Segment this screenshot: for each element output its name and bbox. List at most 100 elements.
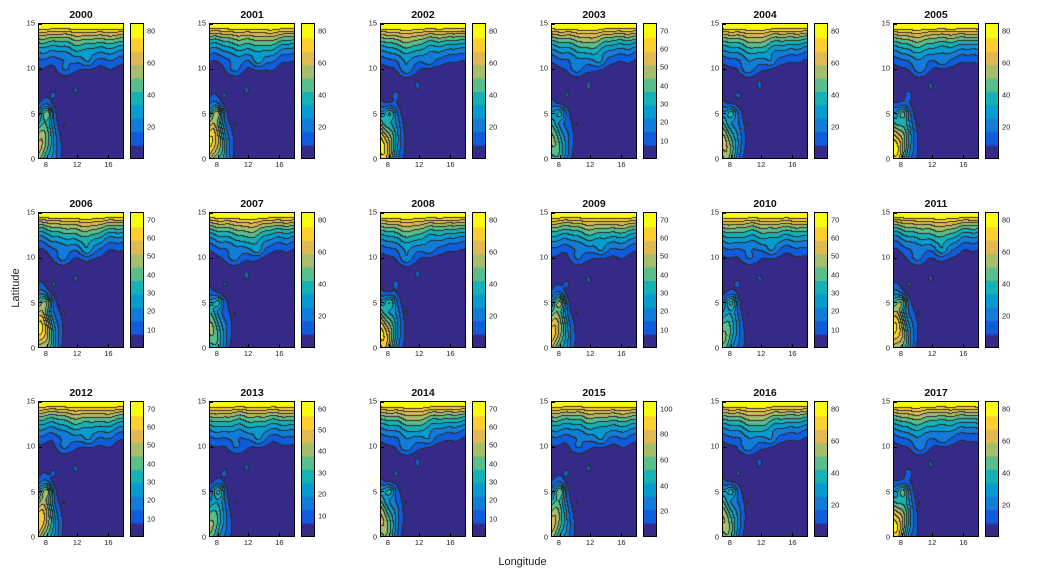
- colorbar-tick-label: 70: [660, 215, 669, 225]
- contour-map-2017: [893, 401, 979, 537]
- x-tick-mark: [419, 533, 421, 536]
- contour-map-2008: [380, 212, 466, 348]
- x-axis-tick-labels: 8 12 16: [209, 159, 295, 171]
- year-panel-2009: 2009 15 10 5 0 10 20 30 40 50 60 70 8 12 16: [535, 197, 705, 360]
- y-tick-mark: [39, 158, 42, 159]
- y-tick-mark: [552, 347, 555, 348]
- x-axis-tick-labels: 8 12 16: [380, 159, 466, 171]
- contour-canvas: [39, 213, 123, 347]
- x-tick-mark: [932, 155, 934, 158]
- colorbar-tick-label: 80: [489, 215, 498, 225]
- x-tick-mark: [278, 155, 280, 158]
- x-axis-tick-label: 12: [243, 538, 253, 547]
- y-tick-mark: [552, 24, 555, 25]
- x-axis-tick-label: 16: [104, 349, 113, 358]
- contour-map-2011: [893, 212, 979, 348]
- x-tick-mark: [388, 155, 390, 158]
- colorbar-tick-label: 20: [489, 122, 498, 132]
- panel-body: 15 10 5 0 10 20 30 40 50 60 70: [22, 397, 192, 542]
- y-axis-tick-label: 15: [710, 207, 719, 217]
- y-tick-mark: [381, 302, 384, 304]
- x-axis-tick-label: 16: [617, 160, 626, 169]
- y-axis-tick-label: 0: [543, 532, 548, 542]
- contour-canvas: [39, 402, 123, 536]
- contour-map-2001: [209, 23, 295, 159]
- y-tick-mark: [552, 213, 555, 214]
- y-axis-tick-label: 5: [714, 487, 719, 497]
- colorbar-tick-labels: 10 20 30 40 50 60: [317, 401, 341, 537]
- y-tick-mark: [39, 491, 42, 493]
- contour-canvas: [381, 213, 465, 347]
- x-axis-tick-label: 12: [927, 160, 937, 169]
- colorbar-tick-label: 80: [831, 404, 840, 414]
- y-axis-tick-labels: 15 10 5 0: [877, 397, 893, 542]
- y-tick-mark: [210, 536, 213, 537]
- colorbar-tick-label: 80: [1002, 215, 1011, 225]
- x-tick-mark: [248, 155, 250, 158]
- panel-title: 2007: [240, 198, 264, 210]
- contour-canvas: [723, 213, 807, 347]
- colorbar-canvas: [473, 402, 485, 536]
- x-tick-mark: [559, 344, 561, 347]
- x-axis-tick-label: 8: [43, 538, 48, 547]
- colorbar-tick-labels: 10 20 30 40 50 60 70: [659, 212, 683, 348]
- y-tick-mark: [723, 402, 726, 403]
- x-axis-tick-label: 16: [275, 349, 284, 358]
- y-tick-mark: [894, 302, 897, 304]
- x-axis-tick-labels: 8 12 16: [380, 537, 466, 549]
- y-tick-mark: [39, 536, 42, 537]
- x-tick-mark: [248, 533, 250, 536]
- y-axis-tick-label: 5: [30, 109, 35, 119]
- x-axis-tick-labels: 8 12 16: [38, 537, 124, 549]
- y-tick-mark: [210, 446, 213, 448]
- colorbar: [985, 23, 999, 159]
- x-axis-tick-label: 8: [898, 160, 903, 169]
- y-tick-mark: [210, 113, 213, 115]
- x-axis-tick-labels: 8 12 16: [209, 537, 295, 549]
- x-axis-tick-label: 12: [585, 349, 595, 358]
- x-axis-tick-label: 8: [385, 538, 390, 547]
- panel-title: 2014: [411, 387, 435, 399]
- x-axis-tick-label: 12: [927, 349, 937, 358]
- x-axis-tick-label: 12: [585, 160, 595, 169]
- y-axis-tick-label: 10: [881, 252, 890, 262]
- x-axis-tick-label: 8: [214, 538, 219, 547]
- x-tick-mark: [901, 533, 903, 536]
- colorbar-tick-label: 20: [489, 495, 498, 505]
- colorbar-tick-label: 70: [489, 404, 498, 414]
- y-axis-tick-label: 10: [881, 63, 890, 73]
- colorbar-tick-labels: 20 40 60 80: [830, 401, 854, 537]
- y-tick-mark: [894, 491, 897, 493]
- x-axis-tick-label: 8: [214, 349, 219, 358]
- x-axis-tick-labels: 8 12 16: [722, 159, 808, 171]
- colorbar-tick-labels: 20 40 60 80 100: [659, 401, 683, 537]
- shared-y-axis-label: Latitude: [10, 268, 22, 308]
- colorbar-canvas: [815, 402, 827, 536]
- y-axis-tick-label: 0: [201, 532, 206, 542]
- contour-map-2010: [722, 212, 808, 348]
- x-axis-tick-labels: 8 12 16: [551, 348, 637, 360]
- x-axis-tick-label: 16: [104, 538, 113, 547]
- colorbar-canvas: [644, 402, 656, 536]
- x-axis-tick-label: 12: [72, 349, 82, 358]
- contour-map-2015: [551, 401, 637, 537]
- y-tick-mark: [210, 24, 213, 25]
- colorbar-canvas: [302, 24, 314, 158]
- colorbar-tick-label: 30: [660, 99, 669, 109]
- y-axis-tick-labels: 15 10 5 0: [877, 19, 893, 164]
- contour-map-2009: [551, 212, 637, 348]
- x-axis-tick-label: 12: [414, 349, 424, 358]
- colorbar-tick-label: 20: [318, 122, 327, 132]
- y-axis-tick-label: 10: [710, 252, 719, 262]
- colorbar-tick-label: 20: [1002, 311, 1011, 321]
- x-axis-tick-label: 8: [385, 160, 390, 169]
- colorbar: [472, 401, 486, 537]
- x-tick-mark: [590, 533, 592, 536]
- colorbar-tick-label: 60: [147, 233, 156, 243]
- y-axis-tick-labels: 15 10 5 0: [193, 397, 209, 542]
- contour-canvas: [381, 24, 465, 158]
- colorbar-tick-label: 60: [489, 247, 498, 257]
- x-axis-tick-label: 16: [788, 160, 797, 169]
- x-tick-mark: [620, 344, 622, 347]
- colorbar-tick-labels: 20 40 60 80: [1001, 401, 1025, 537]
